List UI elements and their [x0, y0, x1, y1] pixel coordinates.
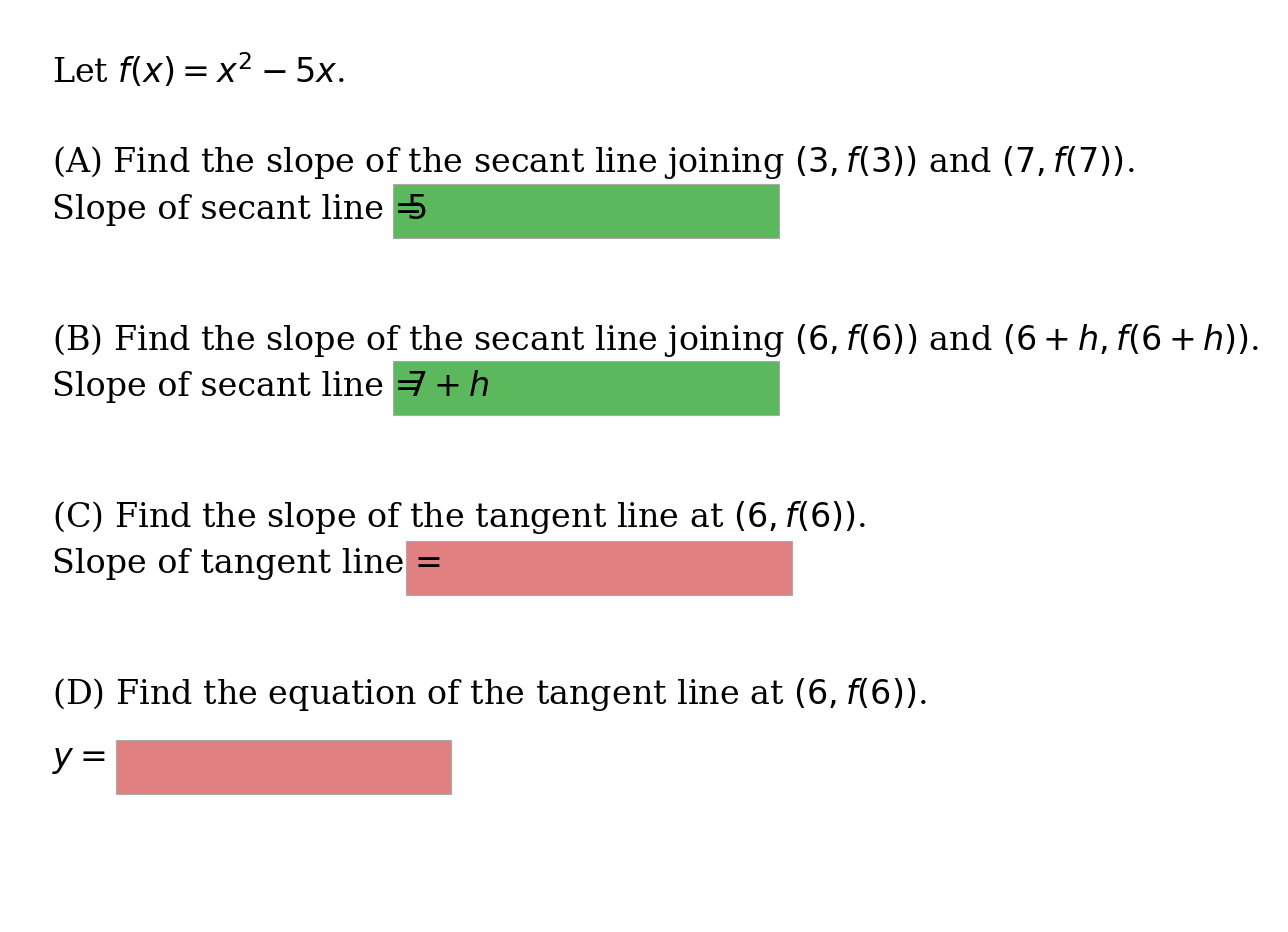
- Text: $7 + h$: $7 + h$: [406, 371, 489, 403]
- Text: Slope of tangent line =: Slope of tangent line =: [52, 548, 442, 580]
- Text: $y =$: $y =$: [52, 744, 106, 775]
- FancyBboxPatch shape: [393, 361, 779, 415]
- Text: (B) Find the slope of the secant line joining $(6, f(6))$ and $(6 + h, f(6 + h)): (B) Find the slope of the secant line jo…: [52, 322, 1258, 359]
- Text: Let $f(x) = x^2 - 5x$.: Let $f(x) = x^2 - 5x$.: [52, 51, 344, 90]
- FancyBboxPatch shape: [393, 184, 779, 238]
- FancyBboxPatch shape: [406, 541, 792, 595]
- Text: Slope of secant line =: Slope of secant line =: [52, 194, 422, 226]
- Text: (A) Find the slope of the secant line joining $(3, f(3))$ and $(7, f(7))$.: (A) Find the slope of the secant line jo…: [52, 144, 1133, 182]
- Text: (D) Find the equation of the tangent line at $(6, f(6))$.: (D) Find the equation of the tangent lin…: [52, 676, 926, 713]
- FancyBboxPatch shape: [116, 740, 451, 794]
- Text: Slope of secant line =: Slope of secant line =: [52, 371, 422, 403]
- Text: $5$: $5$: [406, 194, 426, 226]
- Text: (C) Find the slope of the tangent line at $(6, f(6))$.: (C) Find the slope of the tangent line a…: [52, 499, 866, 536]
